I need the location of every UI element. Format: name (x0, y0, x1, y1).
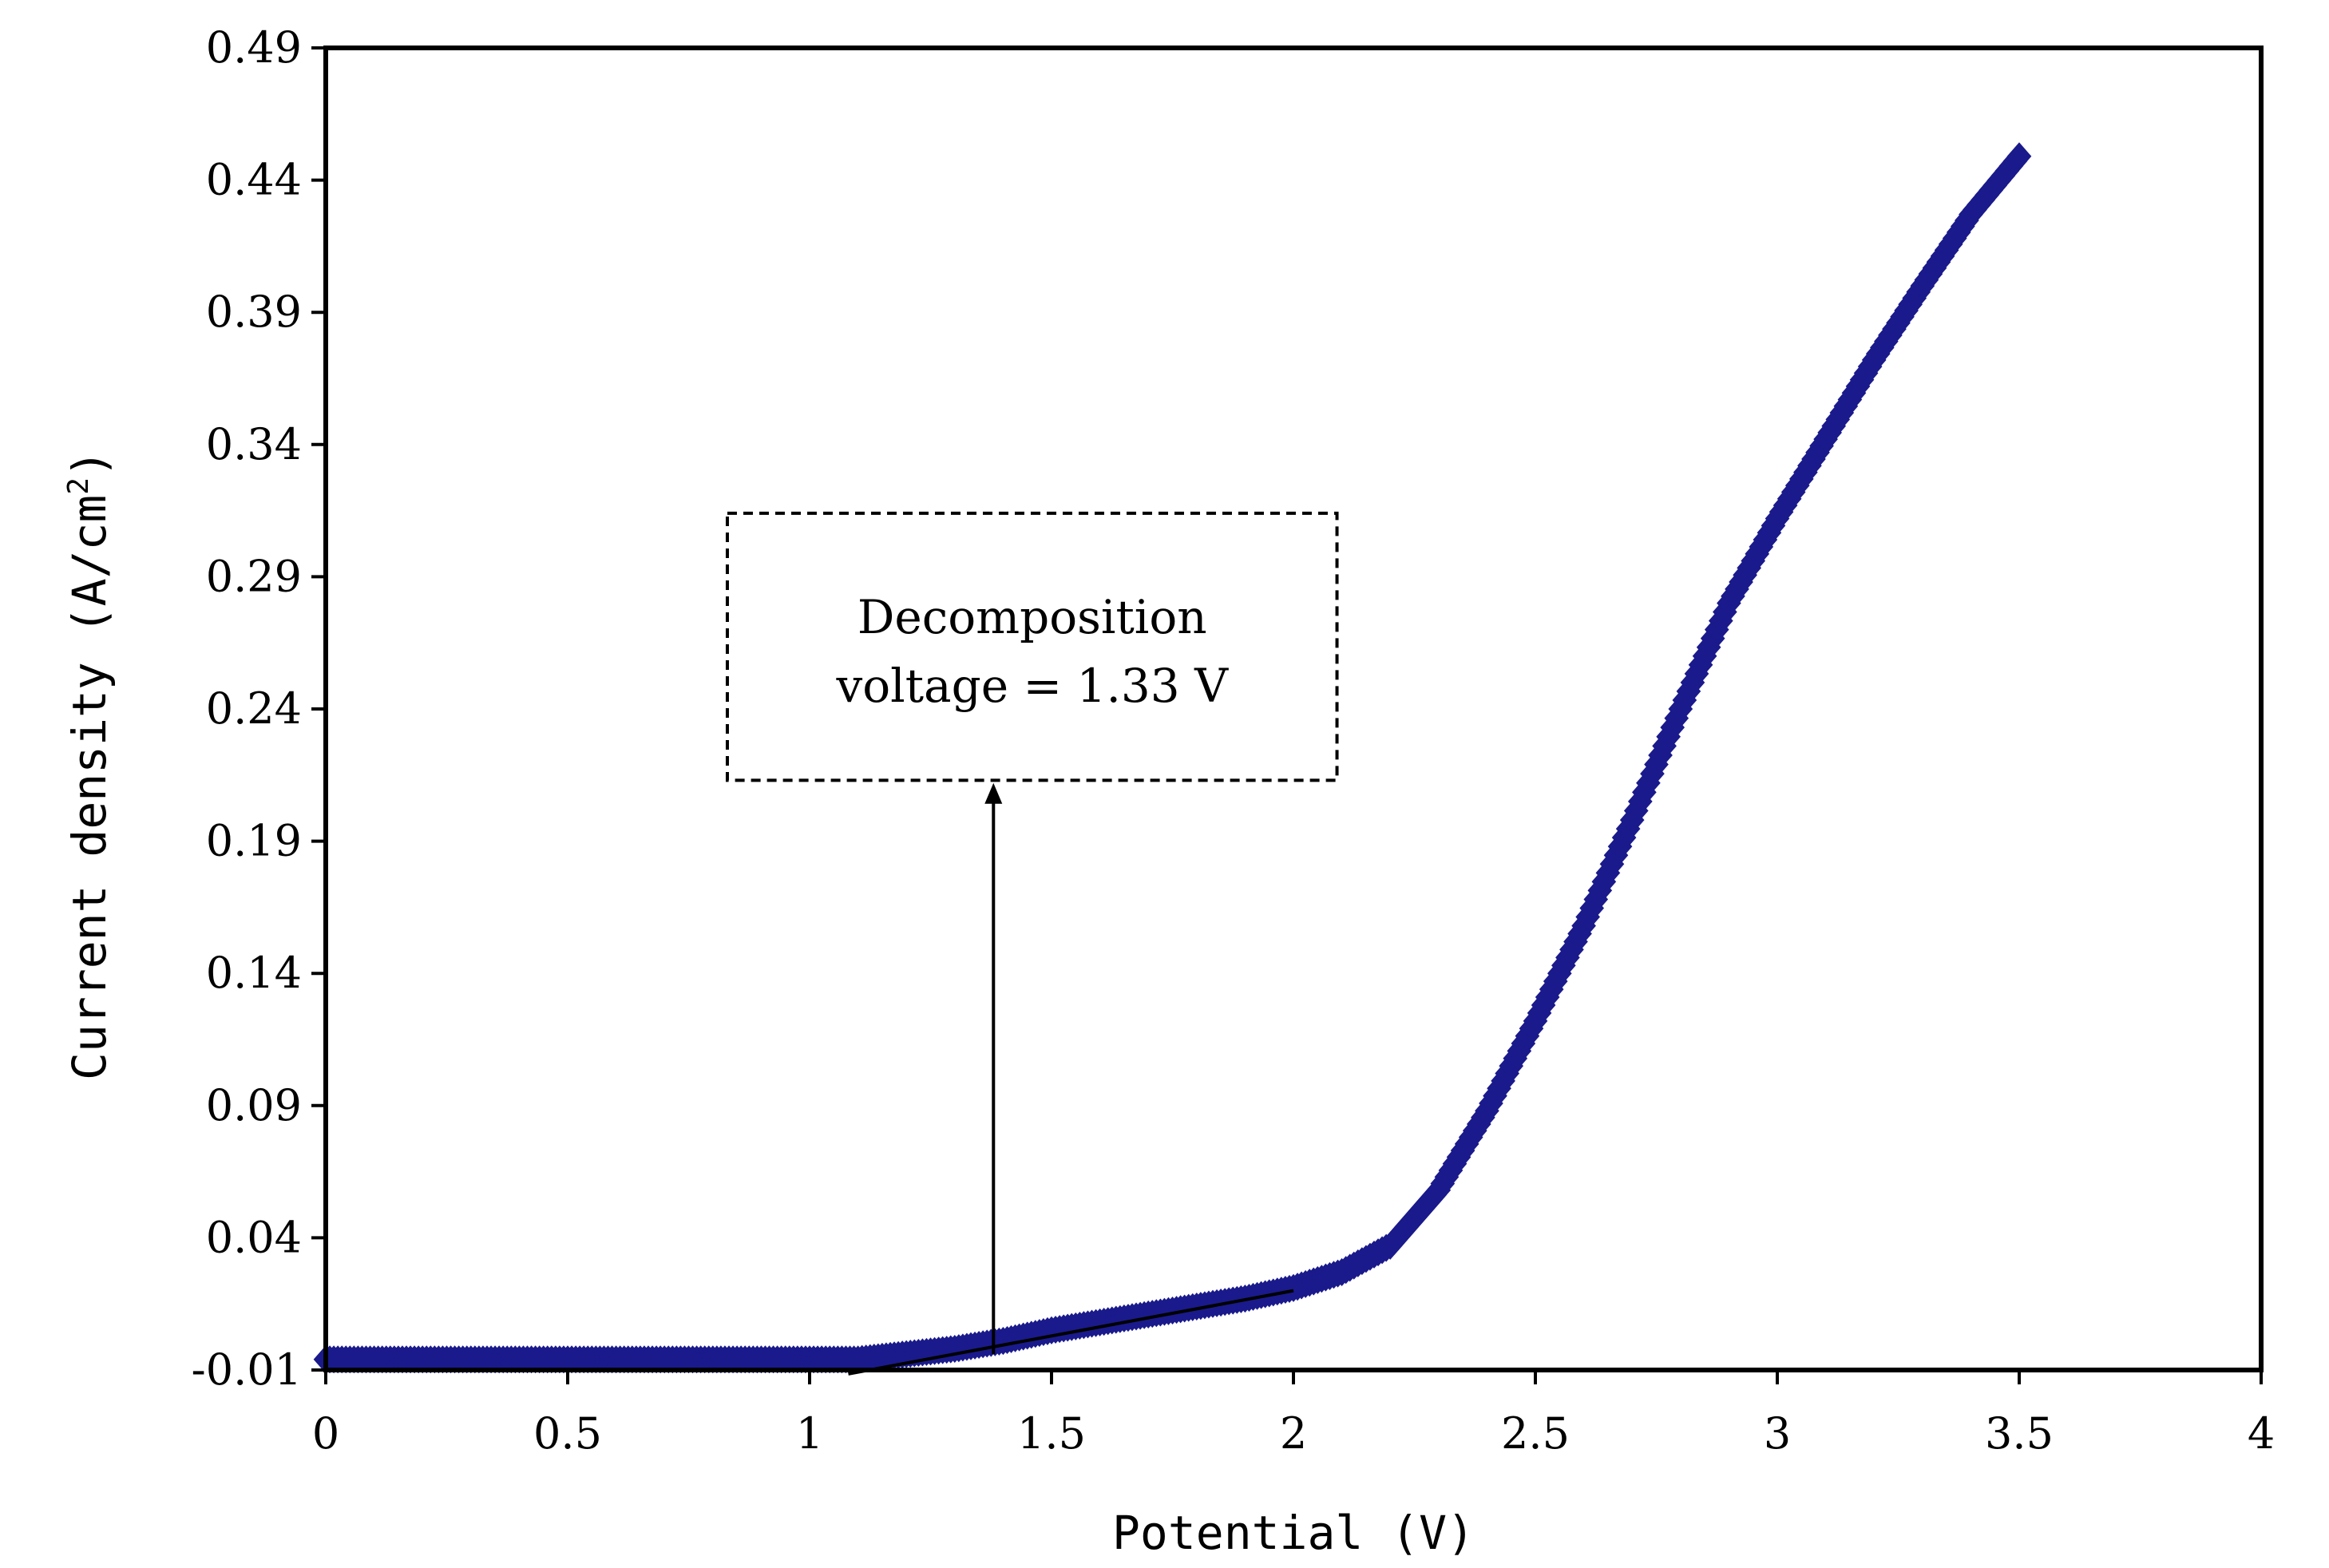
annotation-text-line-1: Decomposition (858, 590, 1207, 644)
x-tick-label: 2.5 (1501, 1408, 1570, 1459)
y-tick-label: 0.19 (206, 816, 302, 866)
y-tick-label: 0.09 (206, 1080, 302, 1130)
x-tick-label: 0.5 (533, 1408, 602, 1459)
y-tick-label: 0.49 (206, 22, 302, 73)
x-tick-label: 3 (1764, 1408, 1791, 1459)
tangent-line-layer (848, 1289, 1294, 1376)
data-point (2006, 142, 2032, 171)
x-tick-label: 0 (312, 1408, 339, 1459)
y-tick-label: 0.04 (206, 1212, 302, 1262)
x-axis-title: Potential (V) (1112, 1506, 1475, 1560)
x-tick-label: 1.5 (1017, 1408, 1086, 1459)
y-axis: -0.01 0.04 0.09 0.14 0.19 0.24 0.29 0.34 0.39 0.4… (192, 22, 326, 1395)
y-tick-label: 0.34 (206, 419, 302, 469)
arrow-head (984, 782, 1003, 804)
y-tick-label: 0.24 (206, 683, 302, 734)
tangent-line (848, 1289, 1294, 1376)
annotation-text-line-2: voltage = 1.33 V (836, 659, 1230, 713)
x-tick-label: 3.5 (1985, 1408, 2054, 1459)
x-tick-label: 4 (2248, 1408, 2275, 1459)
y-axis-title-main: Current density (A/cm (62, 495, 117, 1080)
data-series (313, 142, 2032, 1374)
x-tick-label: 1 (796, 1408, 823, 1459)
y-tick-label: 0.39 (206, 287, 302, 337)
annotation-box (725, 511, 1339, 782)
y-axis-title-superscript: 2 (62, 477, 95, 495)
arrow-layer (984, 782, 1003, 1355)
annotation: Decomposition voltage = 1.33 V (725, 511, 1339, 782)
y-tick-label: 0.44 (206, 155, 302, 205)
x-axis: 0 0.5 1 1.5 2 2.5 3 3.5 4 (312, 1370, 2275, 1459)
y-tick-label: 0.29 (206, 551, 302, 601)
y-tick-label: 0.14 (206, 948, 302, 998)
y-axis-title: Current density (A/cm2) (62, 449, 117, 1080)
y-tick-label: -0.01 (192, 1344, 302, 1395)
y-axis-title-close: ) (62, 449, 117, 477)
x-tick-label: 2 (1280, 1408, 1307, 1459)
